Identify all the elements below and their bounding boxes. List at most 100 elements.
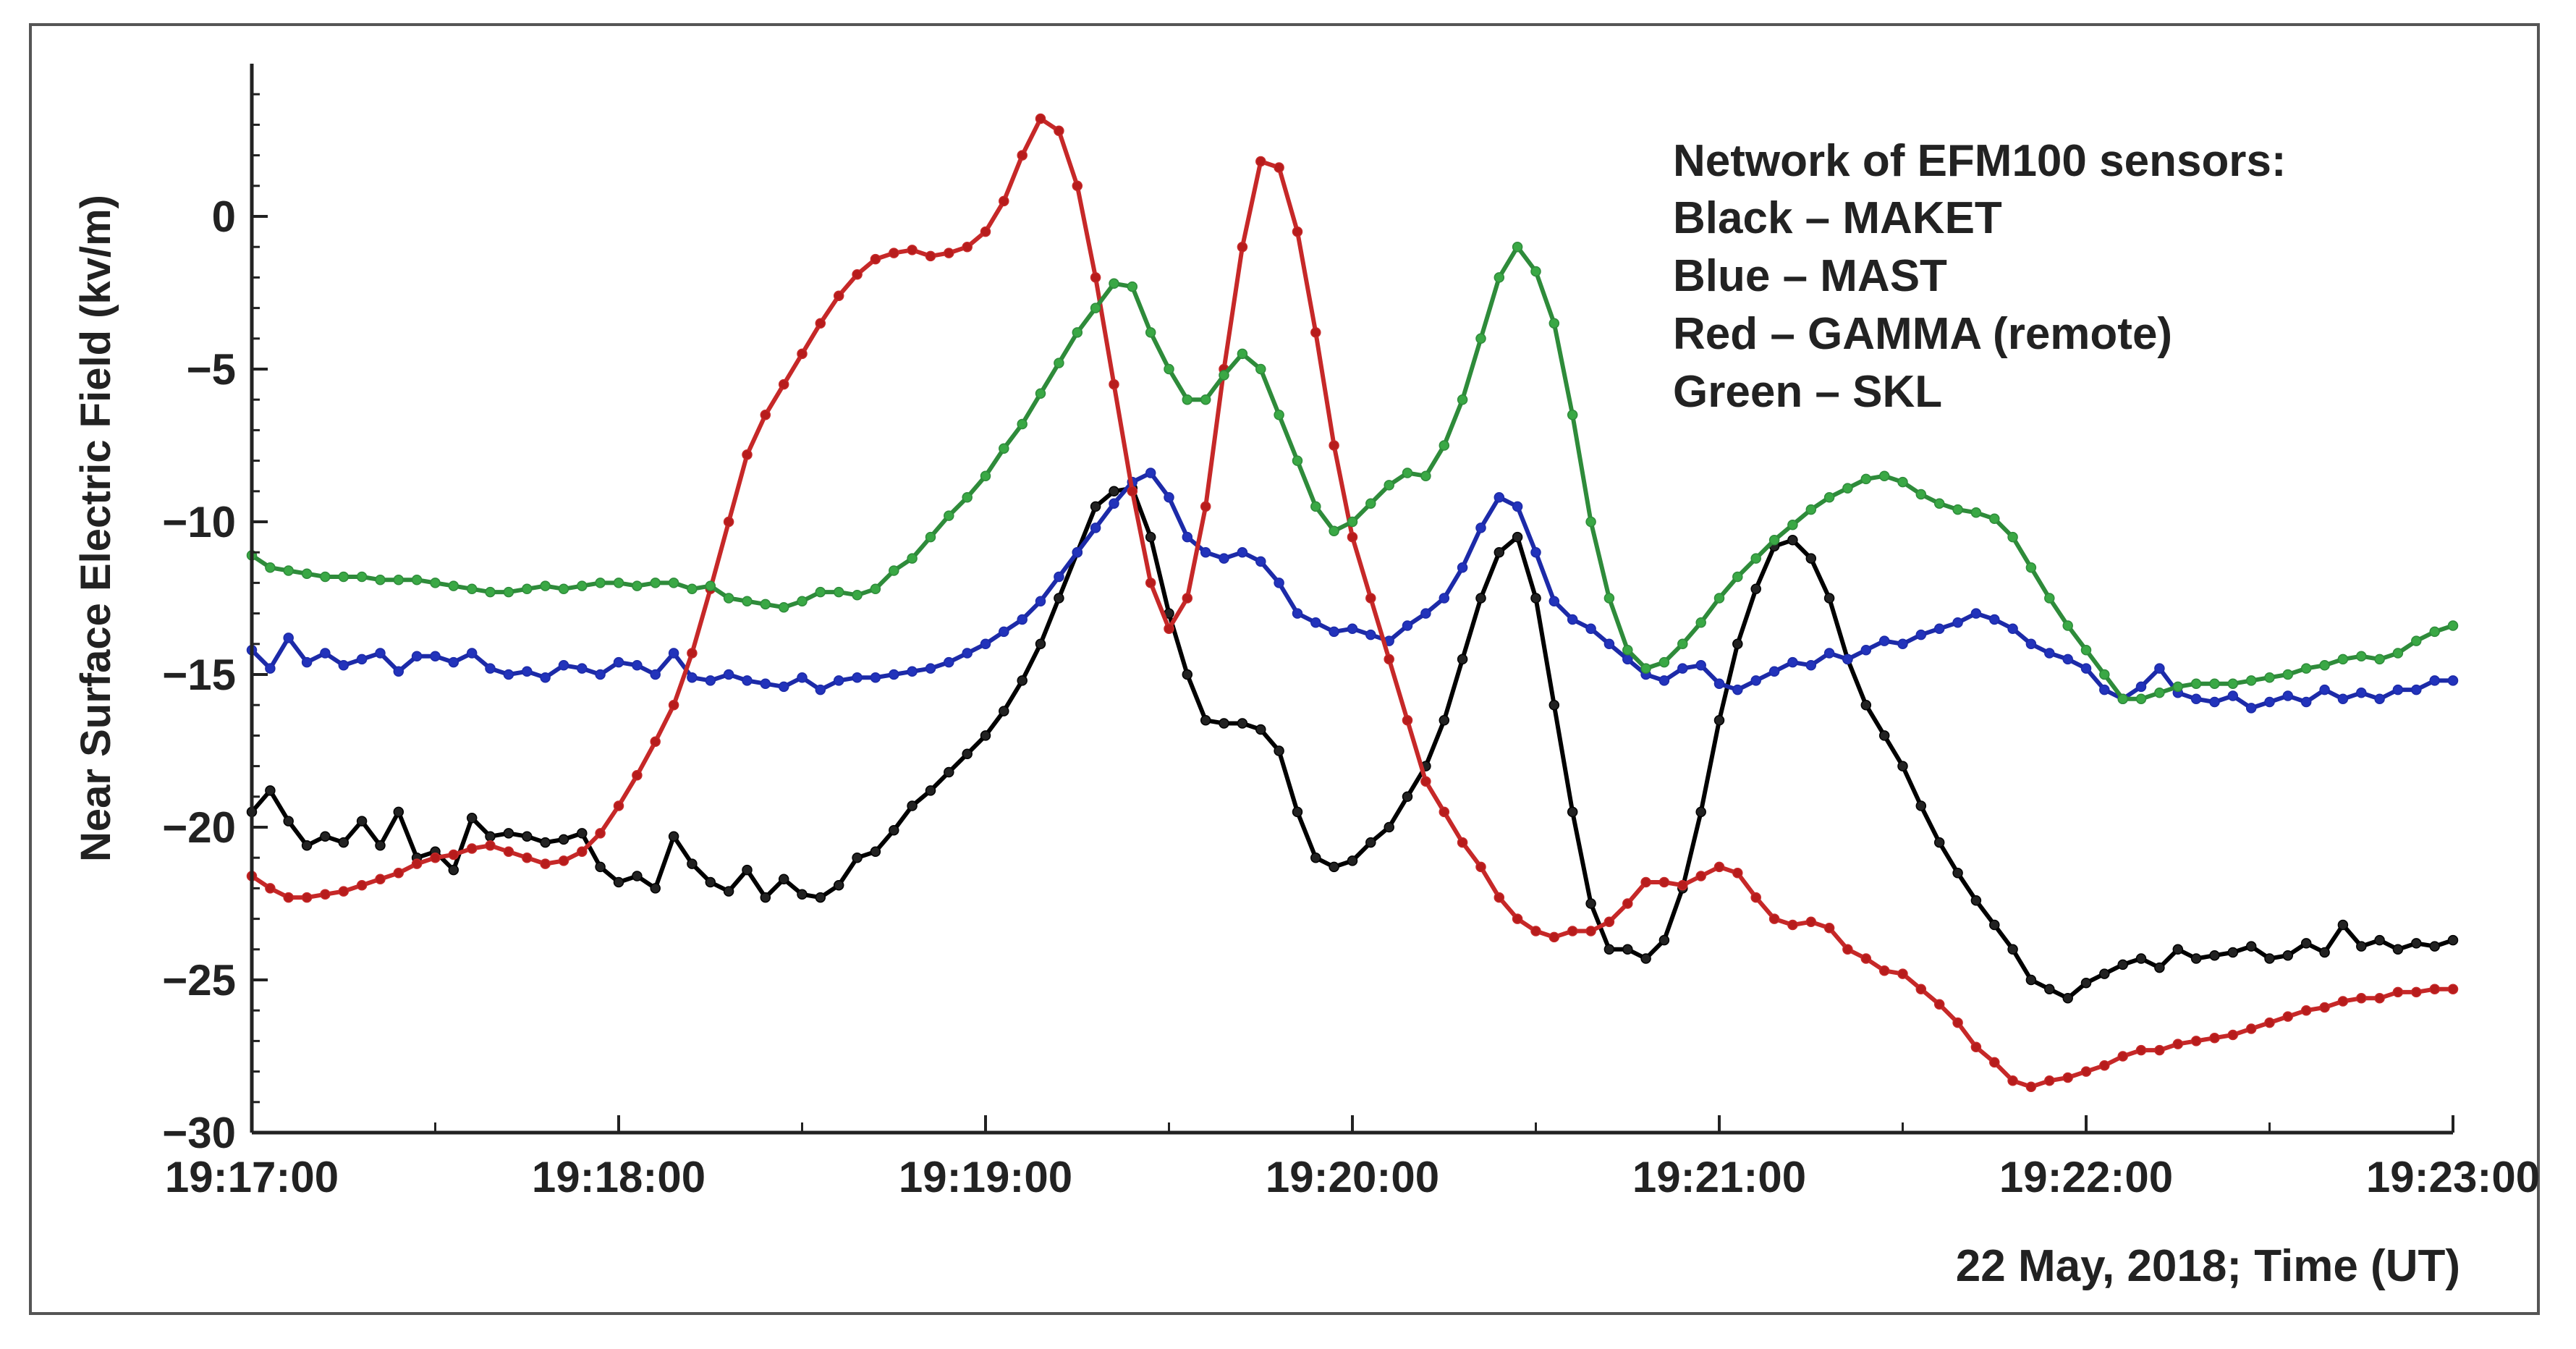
data-point [2264, 1017, 2275, 1028]
data-point [320, 831, 331, 842]
data-point [962, 748, 973, 759]
data-point [2392, 944, 2404, 955]
data-point [411, 858, 423, 869]
data-point [338, 886, 349, 897]
series-skl [246, 241, 2459, 705]
data-point [283, 633, 294, 643]
data-point [1072, 180, 1083, 192]
data-point [1585, 516, 1596, 528]
data-point [687, 672, 698, 683]
data-point [1695, 617, 1706, 628]
data-point [1274, 578, 1284, 588]
data-point [301, 892, 313, 903]
legend-entry-mast: Blue – MAST [1673, 251, 1947, 301]
data-point [1842, 483, 1853, 494]
data-point [430, 852, 441, 863]
data-point [1878, 730, 1890, 741]
data-point [1933, 498, 1945, 509]
data-point [687, 583, 698, 595]
data-point [2337, 693, 2349, 705]
data-point [1017, 675, 1028, 686]
data-point [687, 858, 698, 869]
data-point [907, 553, 918, 564]
data-point [705, 675, 716, 686]
data-point [833, 586, 844, 598]
data-point [980, 730, 991, 741]
data-point [1017, 418, 1028, 430]
data-point [723, 669, 734, 680]
data-point [1439, 593, 1450, 604]
data-point [1750, 892, 1761, 903]
data-point [2209, 950, 2220, 961]
data-point [1274, 745, 1284, 756]
data-point [907, 666, 918, 677]
data-point [980, 638, 991, 650]
data-point [925, 250, 936, 262]
data-point [925, 531, 936, 543]
data-point [1237, 241, 1248, 253]
data-point [1823, 923, 1835, 934]
data-point [393, 574, 404, 585]
data-point [338, 571, 349, 583]
data-point [1090, 303, 1101, 313]
data-point [1219, 370, 1229, 381]
data-point [2282, 669, 2294, 680]
data-point [2007, 623, 2018, 634]
data-point [1017, 150, 1028, 161]
data-point [1768, 535, 1780, 546]
data-point [1970, 1041, 1982, 1053]
data-point [1603, 593, 1615, 604]
data-point [356, 571, 368, 583]
data-point [1274, 162, 1284, 173]
data-point [1475, 593, 1486, 604]
data-point [1182, 669, 1193, 680]
data-point [2135, 693, 2147, 705]
data-point [742, 864, 753, 876]
data-point [393, 868, 404, 879]
data-point [1402, 791, 1413, 803]
data-point [2044, 984, 2055, 994]
data-point [1310, 501, 1321, 512]
data-point [889, 565, 899, 576]
data-point [1823, 593, 1835, 604]
data-point [1145, 531, 1156, 543]
data-point [1585, 898, 1596, 909]
data-point [1164, 623, 1174, 634]
data-point [466, 648, 478, 659]
data-point [944, 248, 954, 258]
y-tick-label: −30 [162, 1109, 236, 1157]
data-point [2172, 944, 2184, 955]
data-point [1713, 678, 1725, 689]
data-point [375, 874, 386, 884]
data-point [1035, 638, 1046, 650]
data-point [1860, 473, 1872, 485]
data-point [411, 651, 423, 661]
data-point [1292, 226, 1303, 237]
data-point [320, 648, 331, 659]
series-line [250, 486, 2454, 1001]
data-point [668, 648, 679, 659]
data-point [1530, 546, 1541, 558]
data-point [1732, 571, 1743, 583]
data-point [1475, 523, 1486, 533]
data-point [1915, 629, 1927, 640]
data-point [2245, 703, 2257, 714]
data-point [999, 443, 1009, 454]
data-point [1494, 546, 1505, 558]
data-point [2337, 996, 2349, 1007]
x-axis-title: 22 May, 2018; Time (UT) [1956, 1241, 2460, 1291]
data-point [815, 318, 826, 329]
data-point [815, 586, 826, 598]
data-point [1329, 525, 1339, 536]
data-point [1255, 724, 1266, 735]
data-point [1915, 800, 1927, 811]
data-point [1713, 593, 1725, 604]
data-point [1475, 333, 1486, 344]
data-point [540, 837, 551, 848]
legend: Network of EFM100 sensors: Black – MAKET… [1673, 136, 2287, 417]
data-point [2300, 696, 2312, 708]
series-layer [246, 113, 2459, 1092]
data-point [613, 578, 624, 588]
data-point [265, 562, 276, 573]
